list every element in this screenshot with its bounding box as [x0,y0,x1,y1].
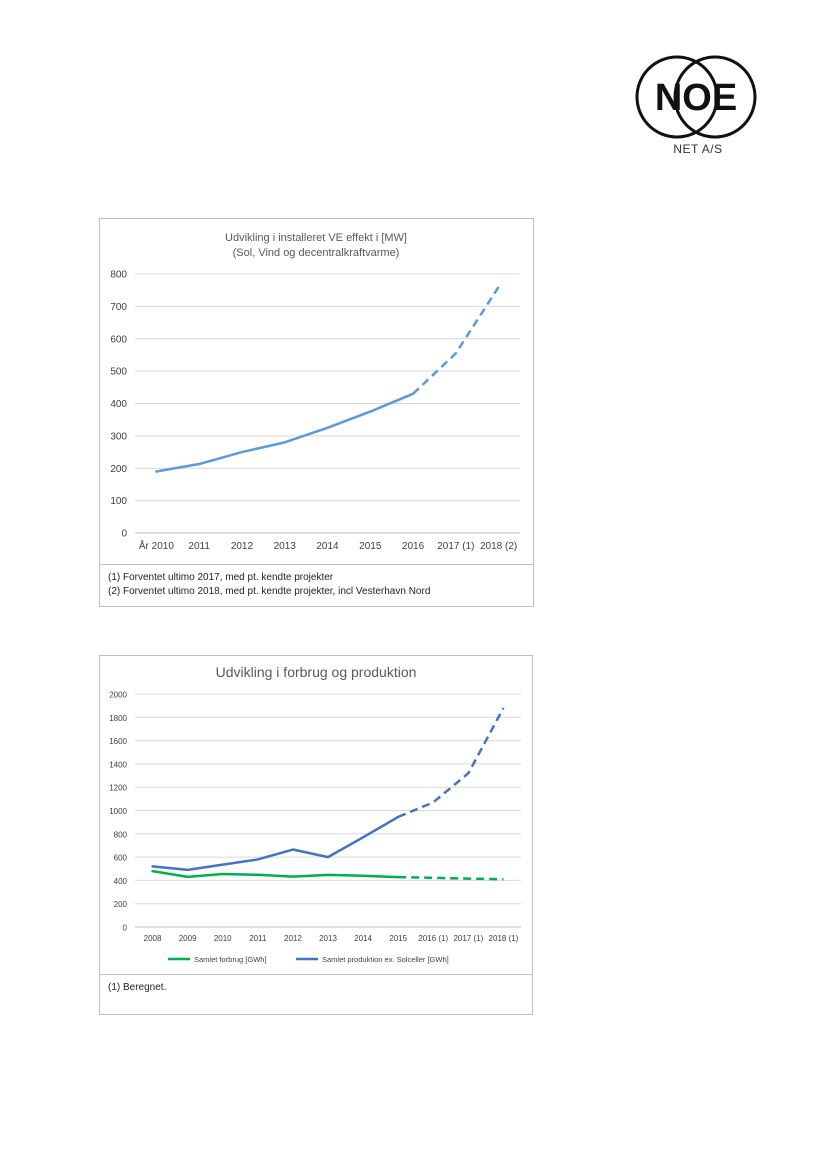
y-tick-label: 200 [114,900,128,909]
x-tick-label: 2017 (1) [437,541,474,552]
series-line-forecast [397,707,505,819]
y-tick-label: 1600 [109,737,127,746]
y-tick-label: 0 [123,924,128,933]
x-tick-label: 2012 [284,934,302,943]
x-tick-label: 2011 [188,541,210,552]
y-tick-label: 1800 [109,714,127,723]
series-line-forecast [412,286,500,395]
x-tick-label: 2012 [231,541,254,552]
x-tick-label: 2010 [214,934,232,943]
chart-notes: (1) Forventet ultimo 2017, med pt. kendt… [100,564,533,605]
chart-subtitle: (Sol, Vind og decentralkraftvarme) [233,247,400,259]
x-tick-label: 2018 (2) [480,541,517,552]
y-tick-label: 500 [110,367,127,378]
x-tick-label: 2014 [316,541,339,552]
x-tick-label: 2017 (1) [453,934,483,943]
x-tick-label: 2016 [402,541,425,552]
x-tick-label: 2013 [274,541,297,552]
x-tick-label: 2011 [249,934,267,943]
y-tick-label: 1200 [109,784,127,793]
chart-title: Udvikling i installeret VE effekt i [MW] [225,232,407,244]
y-tick-label: 400 [114,877,128,886]
series-line-forecast [398,875,504,881]
noe-logo: NOE NET A/S [632,52,764,162]
x-tick-label: 2008 [144,934,162,943]
ve-effekt-chart: Udvikling i installeret VE effekt i [MW]… [99,218,534,607]
forbrug-produktion-chart: Udvikling i forbrug og produktion 0 200 40… [99,655,533,1015]
logo-wordmark: NOE [655,77,737,119]
x-tick-label: 2018 (1) [489,934,519,943]
legend-label: Samlet produktion ex. Solceller [GWh] [322,955,449,964]
y-tick-label: 400 [110,399,127,410]
series-line-solid [155,392,415,473]
x-tick-label: 2015 [359,541,382,552]
y-tick-label: 300 [110,431,127,442]
legend-label: Samlet forbrug [GWh] [194,955,267,964]
chart-note: (2) Forventet ultimo 2018, med pt. kendt… [108,586,431,597]
forbrug-produktion-chart-svg: Udvikling i forbrug og produktion 0 200 40… [109,664,521,964]
y-tick-label: 100 [110,496,127,507]
y-tick-label: 0 [121,529,127,540]
ve-effekt-chart-svg: Udvikling i installeret VE effekt i [MW]… [110,232,520,552]
logo-subtitle: NET A/S [673,142,723,156]
x-tick-label: 2014 [354,934,372,943]
chart-title: Udvikling i forbrug og produktion [216,664,417,680]
x-tick-label: 2015 [389,934,407,943]
y-tick-label: 2000 [109,691,127,700]
y-tick-label: 600 [114,854,128,863]
series-line-solid [151,815,400,872]
x-tick-label: 2013 [319,934,337,943]
series-line-solid [151,869,400,879]
x-tick-label: 2009 [179,934,197,943]
x-tick-label: År 2010 [139,539,174,552]
y-tick-label: 600 [110,334,127,345]
chart-note: (1) Forventet ultimo 2017, med pt. kendt… [108,572,334,583]
y-tick-label: 200 [110,464,127,475]
chart-notes: (1) Beregnet. [100,974,532,1001]
chart-note: (1) Beregnet. [108,982,167,993]
y-tick-label: 800 [114,830,128,839]
y-tick-label: 1400 [109,760,127,769]
y-tick-label: 800 [110,270,127,281]
y-tick-label: 700 [110,302,127,313]
y-tick-label: 1000 [109,807,127,816]
x-tick-label: 2016 (1) [418,934,448,943]
logo-rings-icon: NOE [635,55,757,139]
